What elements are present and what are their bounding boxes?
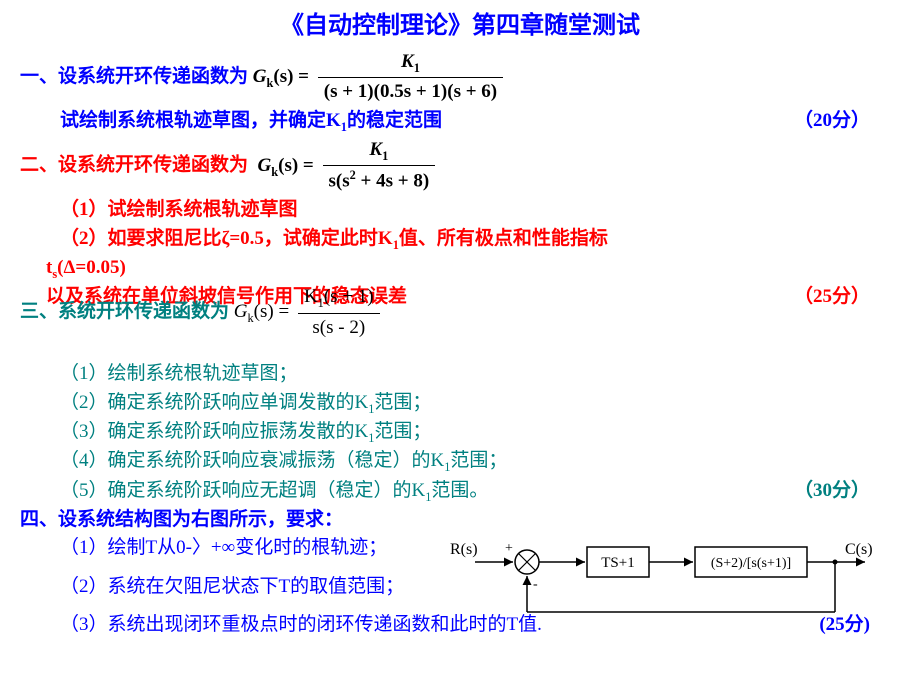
q2-dena: s(s xyxy=(329,171,350,192)
overlap-row: 以及系统在单位斜坡信号作用下的稳态误差 三、系统开环传递函数为 Gk(s) = … xyxy=(20,283,900,342)
q2-p2: （2）如要求阻尼比ζ=0.5，试确定此时K1值、所有极点和性能指标 xyxy=(20,225,900,254)
q3-den: s(s - 2) xyxy=(298,314,380,343)
q2-head: 二、设系统开环传递函数为 Gk(s) = K1 s(s2 + 4s + 8) xyxy=(20,136,900,196)
q2-numsub: 1 xyxy=(382,149,388,163)
q2-ts: ts(Δ=0.05) xyxy=(20,254,900,283)
q3-p3: （3）确定系统阶跃响应振荡发散的K1范围； xyxy=(20,418,900,447)
q2-ts-arg: (Δ=0.05) xyxy=(57,257,126,278)
q2-g: G xyxy=(258,155,272,176)
q1-score: （20分） xyxy=(794,107,870,136)
q1-num-sub: 1 xyxy=(414,61,420,75)
q3-p1: （1）绘制系统根轨迹草图； xyxy=(20,360,900,389)
q1-formula: Gk(s) = K1 (s + 1)(0.5s + 1)(s + 6) xyxy=(253,48,503,107)
q2-num: K xyxy=(369,139,382,160)
q3-numb: (s + 1) xyxy=(324,286,374,307)
q3-p4: （4）确定系统阶跃响应衰减振荡（稳定）的K1范围； xyxy=(20,447,900,476)
q3-p2a: （2）确定系统阶跃响应单调发散的K xyxy=(60,392,368,413)
q1-line2: 试绘制系统根轨迹草图，并确定K1的稳定范围 （20分） xyxy=(20,107,900,136)
q3-score: （30分） xyxy=(794,477,870,506)
q3-p4a: （4）确定系统阶跃响应衰减振荡（稳定）的K xyxy=(60,450,444,471)
q2-score: （25分） xyxy=(794,283,870,312)
q4-p3: （3）系统出现闭环重极点时的闭环传递函数和此时的T值. (25分) xyxy=(20,611,900,640)
page-title: 《自动控制理论》第四章随堂测试 xyxy=(20,8,900,44)
q2-garg: (s) = xyxy=(278,155,314,176)
q2-head-text: 二、设系统开环传递函数为 xyxy=(20,155,248,176)
q3-formula: Gk(s) = K1(s + 1) s(s - 2) xyxy=(234,283,380,342)
q3-head: 三、系统开环传递函数为 xyxy=(20,301,229,322)
q2-p2b: 值、所有极点和性能指标 xyxy=(399,228,608,249)
q3-p5: （5）确定系统阶跃响应无超调（稳定）的K1范围。 （30分） xyxy=(20,477,900,506)
q1-head-text: 一、设系统开环传递函数为 xyxy=(20,66,248,87)
q1-l2b: 的稳定范围 xyxy=(347,110,442,131)
q3-p3b: 范围； xyxy=(374,421,431,442)
q3-p2b: 范围； xyxy=(374,392,431,413)
gk-arg: (s) = xyxy=(273,66,309,87)
q3-p5b: 范围。 xyxy=(431,480,488,501)
q3-p3a: （3）确定系统阶跃响应振荡发散的K xyxy=(60,421,368,442)
q4-p2: （2）系统在欠阻尼状态下T的取值范围； xyxy=(20,573,900,602)
q4-score: (25分) xyxy=(819,611,870,640)
q2-p2a: （2）如要求阻尼比ζ=0.5，试确定此时K xyxy=(60,228,393,249)
q3-g: G xyxy=(234,301,248,322)
q1-head: 一、设系统开环传递函数为 Gk(s) = K1 (s + 1)(0.5s + 1… xyxy=(20,48,900,107)
q3-garg: (s) = xyxy=(254,301,290,322)
q1-l2a: 试绘制系统根轨迹草图，并确定K xyxy=(60,110,341,131)
q4-p1: （1）绘制T从0-〉+∞变化时的根轨迹； xyxy=(20,534,900,563)
q2-formula: Gk(s) = K1 s(s2 + 4s + 8) xyxy=(258,136,436,196)
q4-head: 四、设系统结构图为右图所示，要求： xyxy=(20,506,900,535)
q2-p1: （1）试绘制系统根轨迹草图 xyxy=(20,196,900,225)
q4-p3-text: （3）系统出现闭环重极点时的闭环传递函数和此时的T值. xyxy=(60,614,542,635)
gk: G xyxy=(253,66,267,87)
q3-numa: K xyxy=(304,286,318,307)
q1-den: (s + 1)(0.5s + 1)(s + 6) xyxy=(318,78,503,107)
q3-p4b: 范围； xyxy=(450,450,507,471)
q1-num: K xyxy=(401,51,414,72)
q2-denb: + 4s + 8) xyxy=(356,171,429,192)
q3-p2: （2）确定系统阶跃响应单调发散的K1范围； xyxy=(20,389,900,418)
q3-p5a: （5）确定系统阶跃响应无超调（稳定）的K xyxy=(60,480,425,501)
